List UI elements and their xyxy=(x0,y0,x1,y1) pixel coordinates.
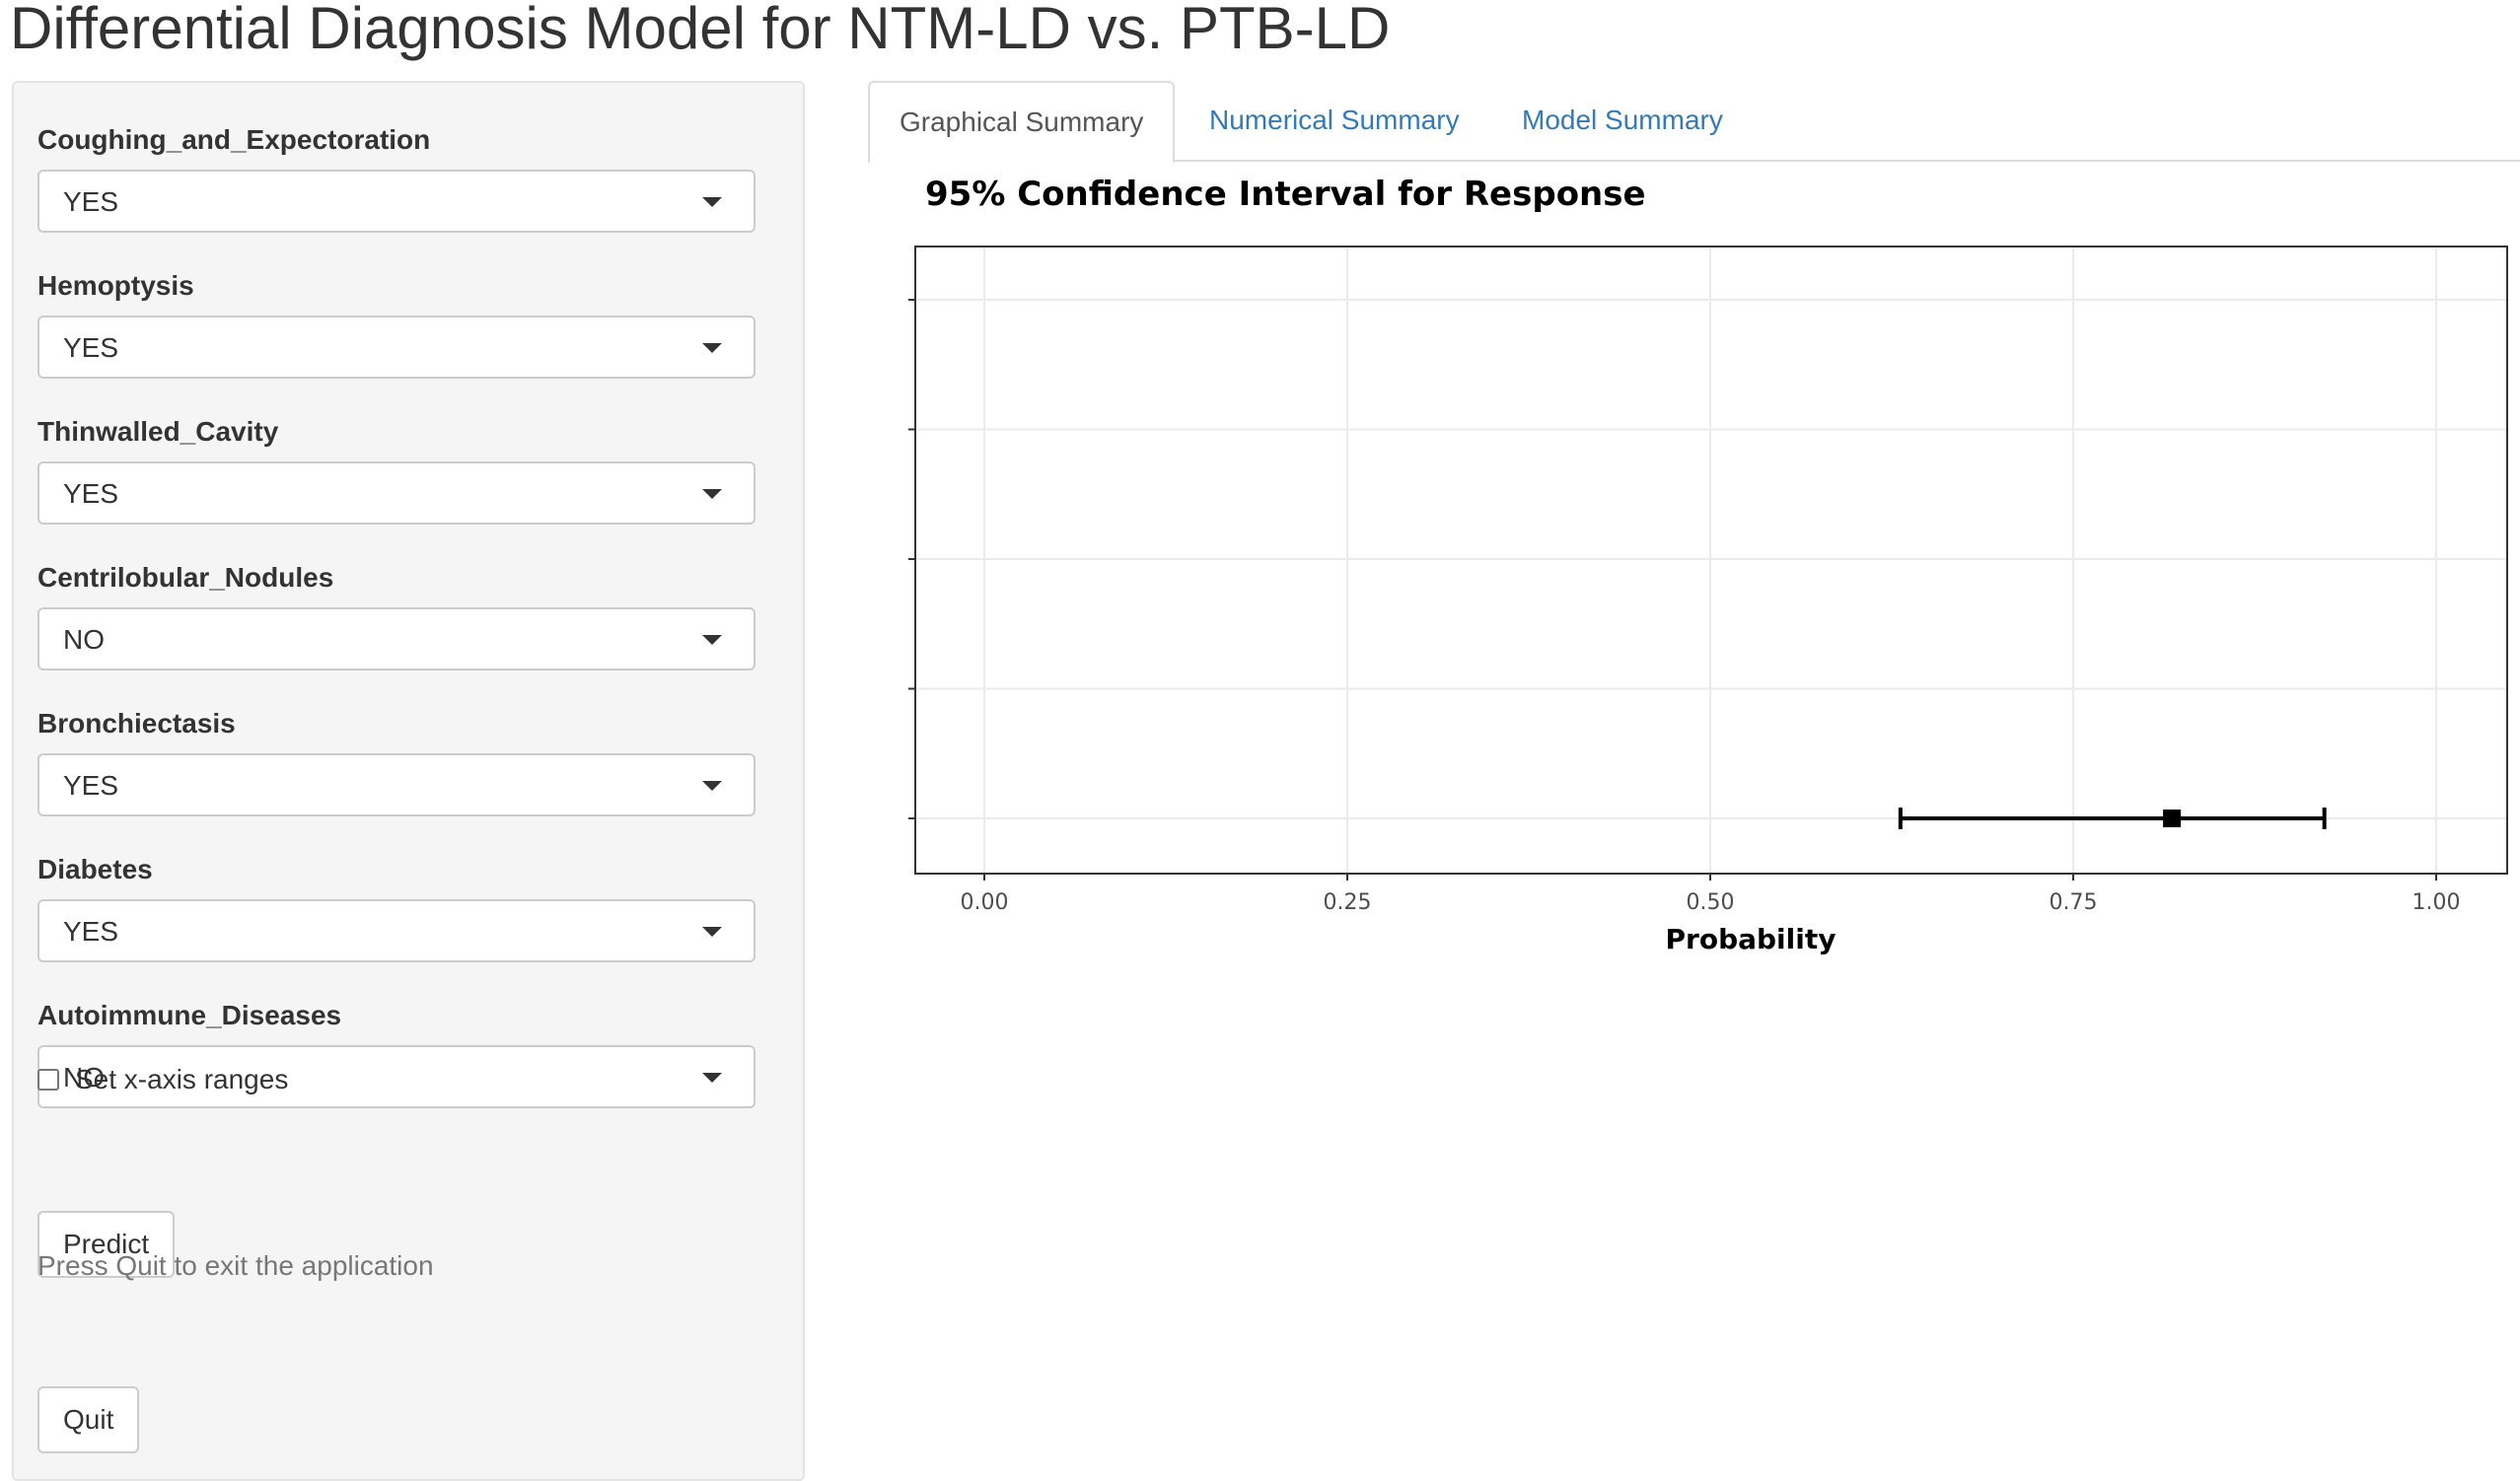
field-label-bronchiectasis: Bronchiectasis xyxy=(37,708,236,739)
caret-down-icon xyxy=(702,197,722,207)
tab-numerical-summary[interactable]: Numerical Summary xyxy=(1209,105,1460,135)
field-label-autoimmune-diseases: Autoimmune_Diseases xyxy=(37,1000,342,1030)
field-label-hemoptysis: Hemoptysis xyxy=(37,270,194,301)
tab-model-summary[interactable]: Model Summary xyxy=(1522,105,1723,135)
point-estimate xyxy=(2163,810,2182,827)
field-label-diabetes: Diabetes xyxy=(37,854,153,884)
confidence-interval-chart: 95% Confidence Interval for Response 0.0… xyxy=(908,175,2508,955)
field-label-thinwalled-cavity: Thinwalled_Cavity xyxy=(37,416,279,447)
grid-lines xyxy=(915,247,2507,874)
y-axis-ticks xyxy=(908,299,915,819)
caret-down-icon xyxy=(702,343,722,353)
tab-graphical-summary[interactable]: Graphical Summary xyxy=(868,81,1176,164)
bronchiectasis-select[interactable]: YES xyxy=(37,753,756,816)
page-title: Differential Diagnosis Model for NTM-LD … xyxy=(10,0,1391,61)
field-label-centrilobular-nodules: Centrilobular_Nodules xyxy=(37,562,334,593)
x-tick-label: 0.25 xyxy=(1324,890,1372,915)
select-value: YES xyxy=(63,186,119,217)
caret-down-icon xyxy=(702,635,722,645)
centrilobular-nodules-select[interactable]: NO xyxy=(37,607,756,670)
caret-down-icon xyxy=(702,927,722,937)
predict-button[interactable]: Predict xyxy=(37,1211,176,1278)
select-value: NO xyxy=(63,1062,105,1093)
x-tick-label: 0.75 xyxy=(2050,890,2098,915)
caret-down-icon xyxy=(702,781,722,791)
data-marks xyxy=(1898,808,2327,829)
quit-hint-text: Press Quit to exit the application xyxy=(37,1250,434,1281)
select-value: YES xyxy=(63,478,119,509)
field-label-coughing-and-expectoration: Coughing_and_Expectoration xyxy=(37,124,431,155)
autoimmune-diseases-select[interactable]: NO xyxy=(37,1045,756,1108)
select-value: YES xyxy=(63,332,119,363)
x-tick-label: 1.00 xyxy=(2412,890,2461,915)
quit-button[interactable]: Quit xyxy=(37,1386,140,1453)
hemoptysis-select[interactable]: YES xyxy=(37,316,756,379)
chart-title: 95% Confidence Interval for Response xyxy=(925,175,1646,214)
select-value: NO xyxy=(63,624,105,655)
x-tick-label: 0.00 xyxy=(961,890,1009,915)
checkbox-label: Set x-axis ranges xyxy=(75,1064,289,1094)
caret-down-icon xyxy=(702,1073,722,1083)
plot-area: 95% Confidence Interval for Response 0.0… xyxy=(868,162,2520,990)
caret-down-icon xyxy=(702,489,722,499)
select-value: YES xyxy=(63,916,119,947)
select-value: YES xyxy=(63,770,119,801)
x-axis-title: Probability xyxy=(1666,923,1836,955)
diabetes-select[interactable]: YES xyxy=(37,899,756,962)
x-axis-ticks: 0.00 0.25 0.50 0.75 1.00 xyxy=(961,874,2461,915)
set-x-axis-ranges-checkbox[interactable] xyxy=(37,1069,59,1091)
coughing-and-expectoration-select[interactable]: YES xyxy=(37,170,756,233)
thinwalled-cavity-select[interactable]: YES xyxy=(37,461,756,525)
tab-bar: Graphical Summary Numerical Summary Mode… xyxy=(868,81,2520,164)
x-tick-label: 0.50 xyxy=(1687,890,1735,915)
